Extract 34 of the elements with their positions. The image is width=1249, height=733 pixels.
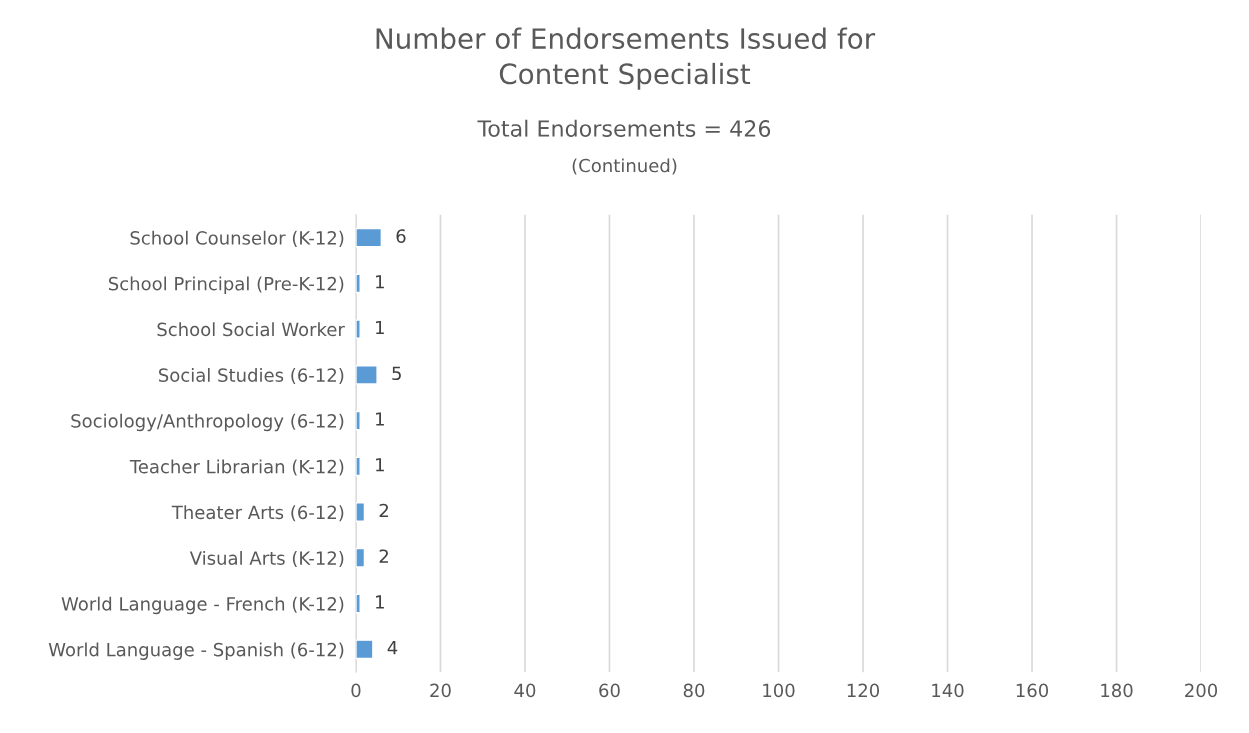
y-tick-label: School Social Worker — [157, 322, 345, 337]
x-tick-label: 160 — [1016, 683, 1049, 698]
data-label: 1 — [376, 275, 384, 289]
x-tick-label: 180 — [1101, 683, 1133, 698]
x-tick-label: 40 — [514, 683, 536, 698]
x-tick-label: 100 — [763, 683, 795, 698]
x-tick-label: 20 — [430, 683, 451, 698]
x-tick-label: 80 — [683, 683, 705, 698]
y-tick-label: School Principal (Pre-K-12) — [108, 276, 344, 294]
data-label: 2 — [379, 549, 388, 563]
y-tick-label: School Counselor (K-12) — [130, 230, 344, 247]
data-label: 1 — [376, 320, 384, 335]
data-label: 4 — [387, 641, 398, 655]
x-tick-label: 140 — [932, 683, 964, 698]
y-tick-label: World Language - Spanish (6-12) — [48, 642, 344, 660]
y-tick-label: Theater Arts (6-12) — [171, 505, 344, 522]
chart-title: Number of Endorsements Issued for Content Specialist — [376, 27, 876, 90]
x-tick-label: 0 — [351, 683, 361, 698]
y-tick-label: Sociology/Anthropology (6-12) — [71, 413, 344, 432]
y-tick-label: Teacher Librarian (K-12) — [129, 459, 344, 476]
chart-subtitle: Total Endorsements = 426 — [477, 119, 771, 137]
data-label: 5 — [392, 366, 401, 381]
x-tick-label: 60 — [599, 683, 620, 698]
data-label: 1 — [376, 595, 384, 609]
y-tick-label: Social Studies (6-12) — [158, 368, 344, 385]
y-tick-label: World Language - French (K-12) — [61, 596, 344, 615]
data-label: 1 — [376, 412, 384, 426]
data-label: 2 — [379, 503, 388, 518]
data-label: 6 — [396, 229, 406, 243]
x-tick-label: 120 — [847, 683, 880, 698]
x-tick-label: 200 — [1185, 683, 1218, 698]
text: (Continued) — [572, 158, 677, 175]
data-label: 1 — [376, 458, 384, 472]
y-tick-label: Visual Arts (K-12) — [189, 550, 344, 568]
